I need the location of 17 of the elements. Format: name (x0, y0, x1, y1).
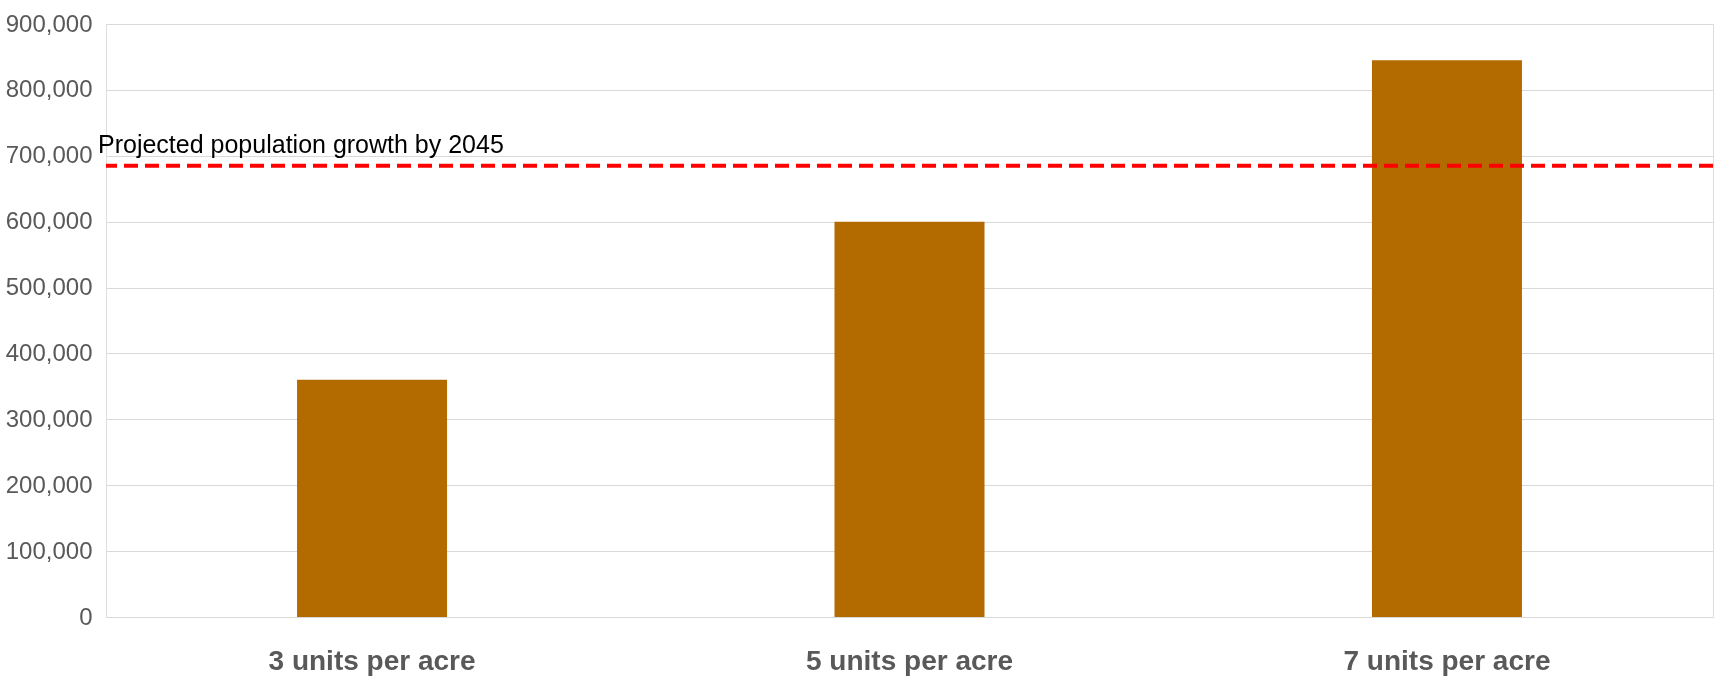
bar (297, 379, 448, 617)
y-tick-label: 200,000 (5, 470, 93, 498)
y-tick-label: 700,000 (5, 141, 93, 169)
x-tick-label: 7 units per acre (1343, 644, 1551, 676)
y-tick-label: 300,000 (5, 404, 93, 432)
y-tick-label: 100,000 (5, 536, 93, 564)
y-tick-label: 600,000 (5, 207, 93, 235)
y-tick-label: 0 (79, 602, 93, 630)
x-tick-label: 3 units per acre (268, 644, 476, 676)
bar (1371, 60, 1522, 617)
x-tick-label: 5 units per acre (806, 644, 1013, 676)
ref-line-label: Projected population growth by 2045 (98, 129, 504, 158)
y-tick-label: 900,000 (5, 9, 93, 37)
y-tick-label: 800,000 (5, 75, 93, 103)
y-tick-label: 500,000 (5, 273, 93, 301)
bar (834, 221, 985, 617)
y-tick-label: 400,000 (5, 338, 93, 366)
